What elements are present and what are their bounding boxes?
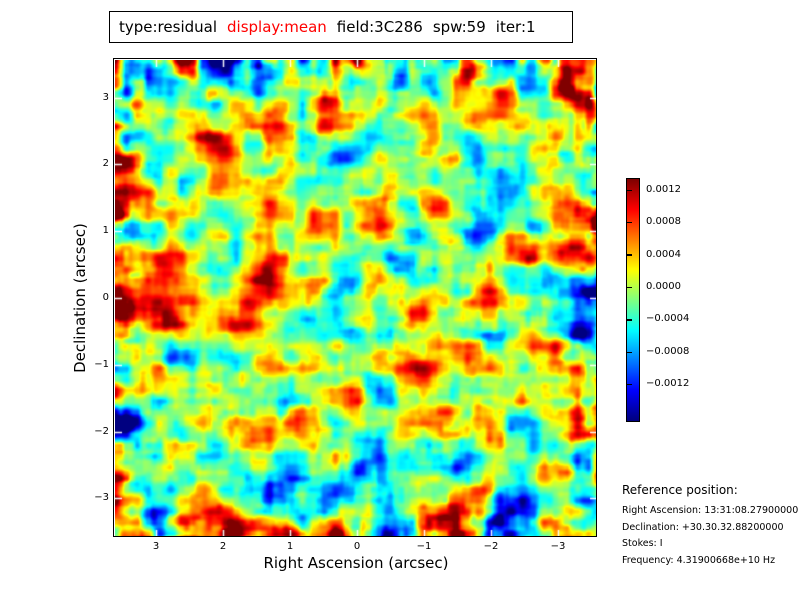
x-tick-label: −2	[483, 541, 499, 552]
reference-position-block: Reference position: Right Ascension: 13:…	[622, 483, 798, 571]
x-tick-label: −3	[550, 541, 566, 552]
reference-line: Declination: +30.30.32.88200000	[622, 521, 784, 533]
x-tick-label: 2	[219, 541, 227, 552]
colorbar-tick-label: 0.0000	[646, 280, 681, 292]
colorbar-tick-label: −0.0012	[646, 378, 690, 390]
title-segment: display:mean	[227, 18, 327, 36]
y-tick-label: 1	[102, 225, 109, 237]
plot-title-box: type:residual display:mean field:3C286 spw:…	[109, 11, 573, 43]
title-segment: iter:1	[495, 18, 536, 36]
residual-heatmap	[115, 60, 597, 537]
colorbar-gradient	[627, 179, 639, 421]
y-tick-label: 0	[102, 292, 109, 303]
x-tick-label: −1	[416, 541, 432, 552]
colorbar-tick-label: −0.0004	[646, 313, 690, 325]
colorbar-tick	[626, 189, 632, 192]
y-tick-label: −2	[94, 425, 109, 437]
colorbar-tick-label: −0.0008	[646, 345, 690, 357]
colorbar-tick-label: 0.0008	[646, 216, 681, 228]
colorbar-tick	[626, 319, 632, 321]
colorbar-tick	[626, 286, 632, 289]
title-segment: field:3C286	[336, 18, 423, 36]
y-tick-label: −3	[94, 492, 109, 504]
x-tick-label: 3	[152, 541, 160, 552]
reference-line: Right Ascension: 13:31:08.27900000	[622, 505, 799, 516]
reference-line: Frequency: 4.31900668e+10 Hz	[622, 554, 776, 566]
y-tick-label: 3	[102, 91, 109, 103]
x-axis-label: Right Ascension (arcsec)	[263, 554, 449, 572]
colorbar-tick	[626, 254, 632, 256]
reference-line: Stokes: I	[622, 538, 663, 549]
y-tick-label: 2	[102, 158, 109, 170]
y-tick-label: −1	[94, 358, 109, 370]
reference-heading: Reference position:	[622, 483, 738, 497]
title-segment: type:residual	[119, 18, 217, 36]
colorbar-tick-label: 0.0012	[646, 183, 681, 195]
title-segment: spw:59	[432, 18, 486, 36]
colorbar-tick	[626, 351, 632, 353]
colorbar-tick	[626, 222, 632, 224]
colorbar-tick	[626, 383, 632, 386]
x-tick-label: 0	[353, 541, 361, 552]
x-tick-label: 1	[286, 541, 294, 552]
colorbar-tick-label: 0.0004	[646, 248, 681, 260]
